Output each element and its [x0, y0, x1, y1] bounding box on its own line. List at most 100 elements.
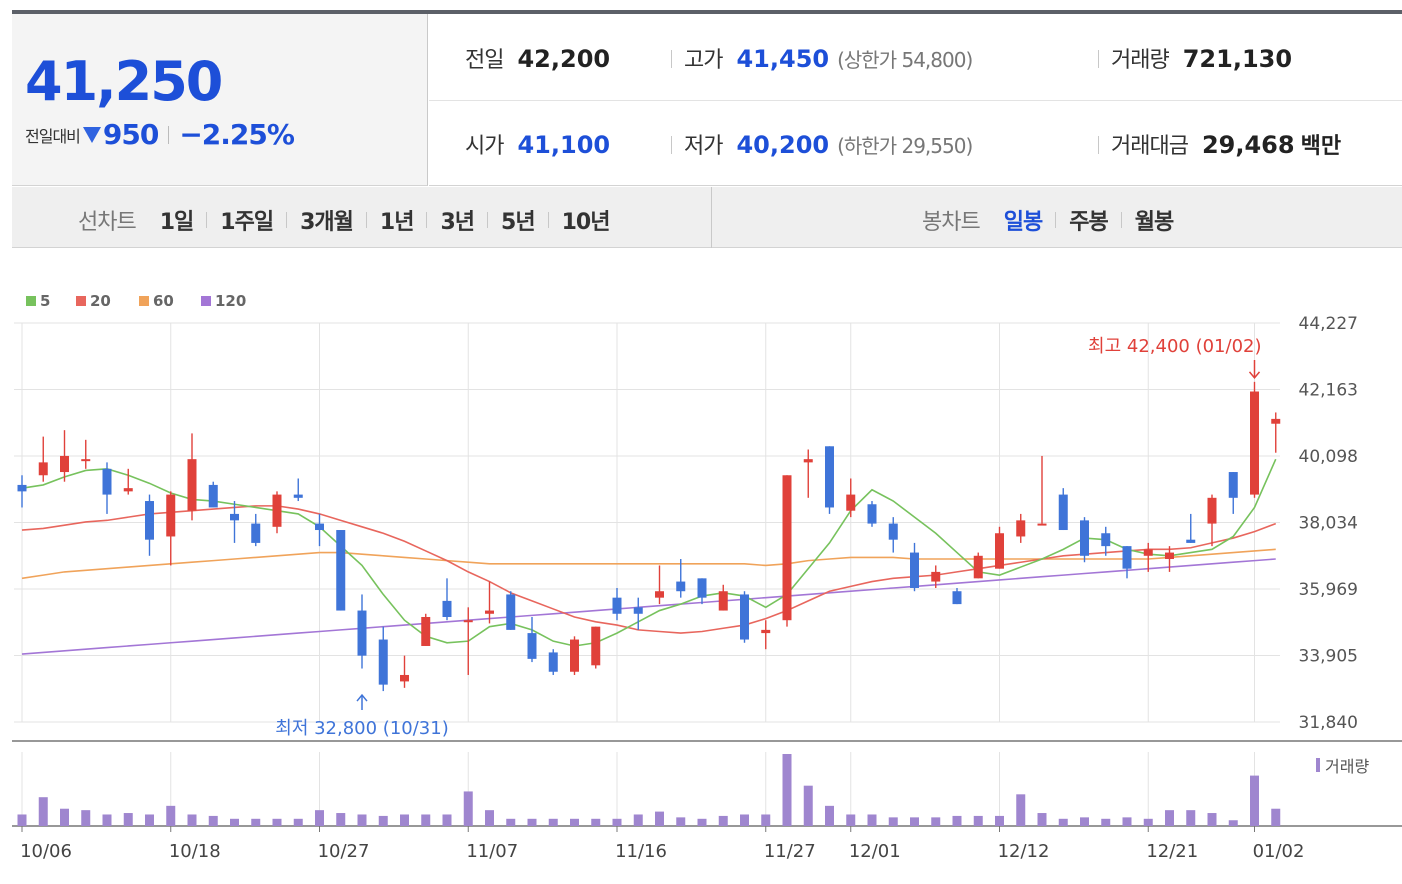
candle-body — [1186, 539, 1196, 543]
tab-daily[interactable]: 일봉 — [1003, 210, 1043, 235]
tab-1w[interactable]: 1주일 — [220, 210, 274, 235]
candle-body — [1037, 523, 1047, 526]
change-percent: −2.25% — [179, 118, 295, 151]
candle-body — [102, 468, 112, 495]
volume-bar — [81, 810, 91, 826]
candle-body — [315, 523, 324, 531]
tab-1y[interactable]: 1년 — [379, 210, 415, 235]
volume-bar — [378, 815, 388, 826]
candle-body — [1080, 520, 1089, 556]
tab-5y[interactable]: 5년 — [501, 210, 536, 235]
candle-body — [697, 578, 707, 598]
x-tick-label: 12/12 — [998, 841, 1050, 862]
tab-3y[interactable]: 3년 — [440, 210, 475, 235]
candle-body — [782, 475, 792, 621]
candle-body — [931, 571, 941, 582]
upper-limit: (상한가 54,800) — [837, 48, 973, 72]
trade-value-unit: 백만 — [1300, 134, 1342, 159]
candle-body — [973, 555, 983, 579]
volume-bar — [17, 814, 27, 826]
volume-bar — [38, 797, 48, 826]
y-tick-label: 40,098 — [1299, 447, 1358, 467]
candle-body — [251, 523, 261, 543]
volume-bar — [591, 818, 601, 826]
tab-weekly[interactable]: 주봉 — [1069, 210, 1108, 235]
down-arrow-icon — [82, 126, 101, 143]
candle-body — [825, 446, 834, 508]
candle-body — [1228, 472, 1238, 498]
lower-limit: (하한가 29,550) — [837, 134, 973, 158]
low-arrow-head — [356, 693, 368, 702]
volume-bar — [60, 808, 69, 826]
volume-bar — [336, 813, 346, 826]
tab-10y[interactable]: 10년 — [561, 210, 611, 235]
volume-bar — [357, 814, 367, 826]
candle-body — [910, 552, 919, 589]
high-cell: 고가 41,450 (상한가 54,800) — [684, 42, 973, 74]
candle-body — [60, 455, 69, 473]
high-value: 41,450 — [736, 45, 830, 73]
candle-body — [81, 459, 91, 462]
volume-bar — [102, 814, 112, 826]
volume-bar — [676, 817, 686, 826]
legend-label: 60 — [153, 292, 174, 310]
volume-bar — [655, 811, 664, 826]
change-amount: 950 — [102, 118, 159, 151]
y-tick-label: 44,227 — [1299, 314, 1358, 334]
divider — [206, 212, 208, 228]
candle-body — [230, 513, 239, 521]
candle-body — [1143, 549, 1153, 556]
line-chart-title: 선차트 — [78, 210, 137, 235]
x-tick-label: 10/27 — [318, 841, 370, 862]
x-tick-label: 12/01 — [849, 841, 901, 862]
candle-body — [145, 501, 154, 540]
candle-body — [1122, 546, 1132, 569]
tab-1d[interactable]: 1일 — [159, 210, 195, 235]
open-cell: 시가 41,100 — [465, 128, 610, 160]
volume-bar — [1101, 818, 1111, 826]
change-row: 전일대비 950 −2.25% — [25, 118, 295, 151]
legend-swatch — [26, 296, 36, 306]
x-tick-label: 11/16 — [615, 841, 667, 862]
x-tick-label: 10/18 — [169, 841, 221, 862]
legend-label: 20 — [90, 292, 111, 310]
volume-cell: 거래량 721,130 — [1111, 42, 1292, 74]
candle-body — [867, 504, 877, 524]
volume-bar — [1271, 808, 1281, 826]
ma5-line — [21, 458, 1277, 647]
divider — [1098, 50, 1099, 68]
volume-bar — [527, 818, 537, 826]
divider — [429, 100, 1402, 101]
volume-bar — [633, 814, 643, 826]
volume-bar — [548, 818, 558, 826]
volume-bar — [1143, 818, 1153, 826]
open-value: 41,100 — [517, 131, 611, 159]
divider — [711, 187, 712, 248]
divider — [671, 136, 672, 154]
volume-bar — [697, 818, 707, 826]
divider — [547, 212, 549, 228]
volume-bar — [208, 815, 218, 826]
high-annotation: 최고 42,400 (01/02) — [1088, 336, 1261, 357]
candle-body — [995, 533, 1004, 569]
candle-chart-title: 봉차트 — [922, 210, 981, 235]
volume-bar — [1122, 817, 1132, 826]
candle-body — [740, 594, 749, 640]
candle-body — [1016, 520, 1026, 537]
candle-body — [1101, 533, 1111, 547]
x-tick-label: 01/02 — [1253, 841, 1305, 862]
candle-body — [1207, 497, 1217, 524]
volume-bar — [315, 810, 324, 826]
volume-bar — [293, 818, 303, 826]
volume-bar — [846, 814, 856, 826]
volume-bar — [952, 815, 962, 826]
candle-body — [718, 591, 728, 611]
candle-body — [570, 639, 579, 672]
volume-bar — [400, 814, 409, 826]
tab-monthly[interactable]: 월봉 — [1134, 210, 1174, 235]
tab-3m[interactable]: 3개월 — [300, 210, 354, 235]
open-label: 시가 — [465, 134, 504, 159]
volume-bar — [803, 785, 813, 826]
y-tick-label: 35,969 — [1299, 580, 1358, 600]
